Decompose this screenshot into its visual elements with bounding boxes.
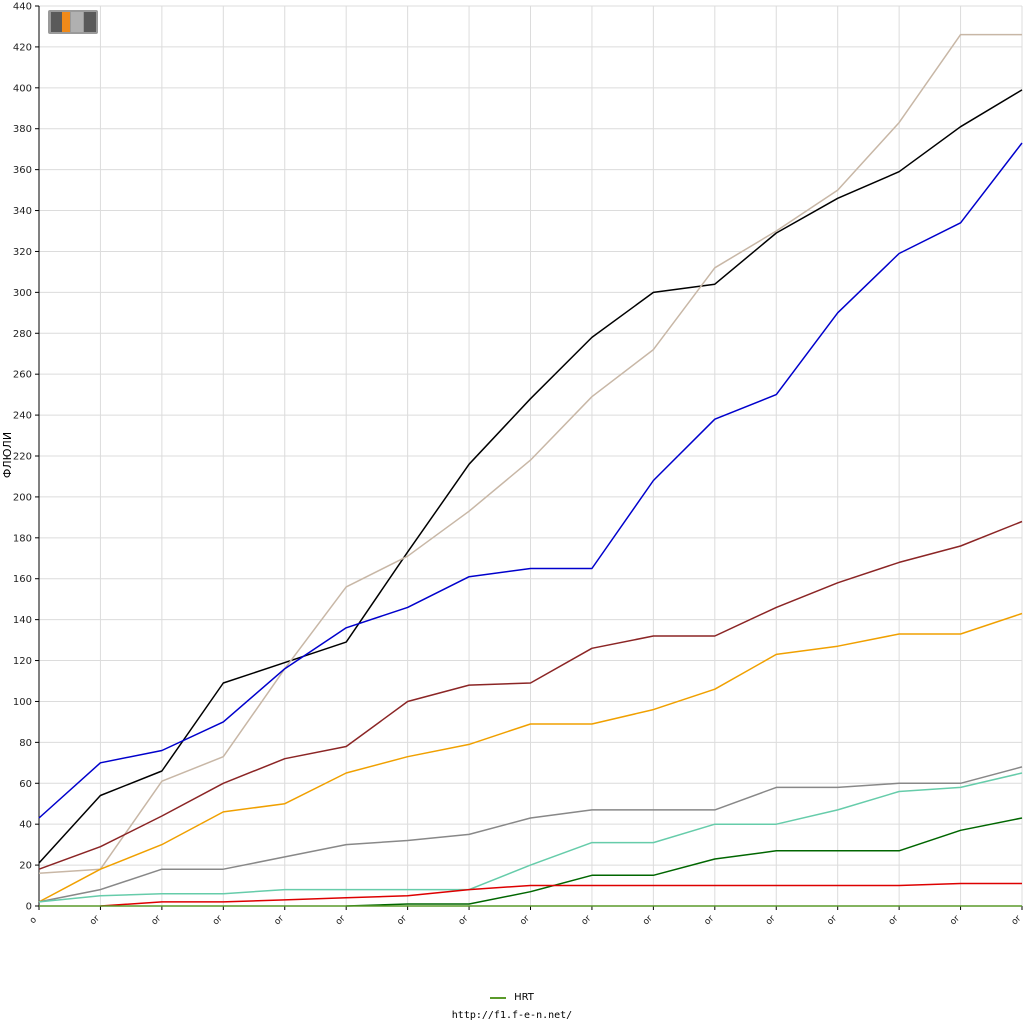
x-tick-label: or (948, 914, 962, 928)
y-tick-label: 0 (26, 902, 32, 913)
x-tick-label: or (457, 914, 471, 928)
y-tick-label: 180 (13, 533, 32, 544)
x-tick-label: or (88, 914, 102, 928)
series-line-6 (38, 766, 1023, 903)
y-tick-label: 100 (13, 697, 32, 708)
y-tick-label: 40 (19, 820, 32, 831)
y-tick-label: 420 (13, 42, 32, 53)
footer-url: http://f1.f-e-n.net/ (451, 1010, 573, 1021)
series-line-2 (38, 33, 1022, 875)
y-tick-label: 20 (19, 861, 32, 872)
y-tick-label: 260 (13, 370, 32, 381)
legend: HRT (0, 992, 1024, 1003)
x-tick-label: or (150, 914, 164, 928)
legend-label: HRT (514, 992, 534, 1003)
y-tick-label: 120 (13, 656, 32, 667)
series-line-8 (346, 817, 1023, 907)
y-tick-label: 160 (13, 574, 32, 585)
legend-swatch (490, 996, 507, 999)
series-line-9 (100, 882, 1022, 907)
axes: 0 20 40 60 80 100 120 140 160 180 200 220 240 260 280 3… (13, 2, 1024, 928)
y-tick-label: 60 (19, 779, 32, 790)
x-tick-label: or (641, 914, 655, 928)
series-line-1 (38, 89, 1023, 864)
y-tick-label: 80 (19, 738, 32, 749)
x-tick-label: or (1010, 914, 1024, 928)
y-tick-label: 300 (13, 288, 32, 299)
y-tick-label: 380 (13, 124, 32, 135)
y-tick-label: 140 (13, 615, 32, 626)
grid (38, 5, 1023, 907)
y-tick-label: 280 (13, 329, 32, 340)
x-tick-label: or (580, 914, 594, 928)
y-tick-label: 440 (13, 2, 32, 13)
x-tick-label: o (28, 915, 39, 926)
y-tick-label: 220 (13, 452, 32, 463)
x-tick-label: or (211, 914, 225, 928)
x-tick-label: or (887, 914, 901, 928)
x-tick-label: or (825, 914, 839, 928)
f1en-logo (48, 10, 98, 34)
series-line-4 (38, 520, 1023, 870)
y-tick-label: 360 (13, 165, 32, 176)
series-line-3 (38, 142, 1023, 819)
series-line-7 (38, 772, 1023, 903)
y-tick-label: 400 (13, 83, 32, 94)
x-tick-label: or (518, 914, 532, 928)
x-tick-label: or (273, 914, 287, 928)
x-tick-label: or (764, 914, 778, 928)
series-lines (38, 33, 1023, 907)
y-tick-label: 240 (13, 411, 32, 422)
x-tick-label: or (395, 914, 409, 928)
y-axis-label: ФЛЮЛИ (1, 432, 14, 478)
series-line-5 (38, 612, 1023, 903)
x-tick-label: or (703, 914, 717, 928)
x-tick-label: or (334, 914, 348, 928)
y-tick-label: 200 (13, 492, 32, 503)
y-tick-label: 320 (13, 247, 32, 258)
y-tick-label: 340 (13, 206, 32, 217)
